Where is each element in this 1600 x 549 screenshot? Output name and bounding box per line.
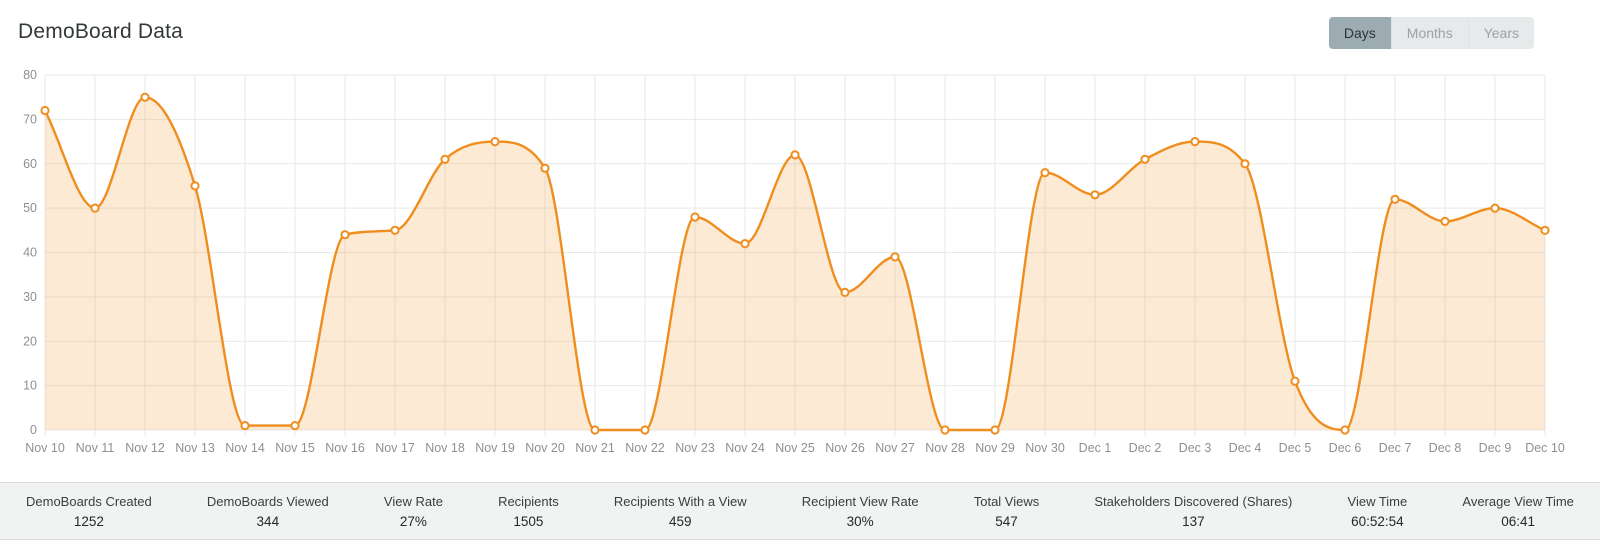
data-point-marker <box>1290 376 1300 386</box>
x-axis-tick-label: Nov 11 <box>76 441 115 455</box>
y-axis-tick-label: 0 <box>30 423 37 437</box>
x-axis-tick-label: Nov 22 <box>625 441 665 455</box>
data-point-marker <box>890 252 900 262</box>
data-point-marker <box>540 163 550 173</box>
x-axis-tick-label: Nov 18 <box>425 441 465 455</box>
x-axis-tick-label: Nov 15 <box>275 441 315 455</box>
x-axis-tick-label: Nov 20 <box>525 441 565 455</box>
series-area-fill <box>45 97 1545 430</box>
data-point-marker <box>440 154 450 164</box>
stat-demoboards-created: DemoBoards Created 1252 <box>26 493 152 529</box>
x-axis-tick-label: Dec 10 <box>1525 441 1565 455</box>
x-axis-tick-label: Dec 6 <box>1329 441 1362 455</box>
data-point-marker <box>1140 154 1150 164</box>
data-point-marker <box>140 92 150 102</box>
y-axis-tick-label: 20 <box>23 334 37 348</box>
series-line <box>43 96 1547 432</box>
data-point-marker <box>590 425 600 435</box>
stat-stakeholders-discovered: Stakeholders Discovered (Shares) 137 <box>1094 493 1293 529</box>
data-point-marker <box>1190 137 1200 147</box>
data-point-marker <box>940 425 950 435</box>
data-point-marker <box>1040 168 1050 178</box>
y-axis-tick-label: 80 <box>23 68 37 82</box>
stat-recipients-with-a-view: Recipients With a View 459 <box>613 493 747 529</box>
x-axis-tick-label: Dec 5 <box>1279 441 1312 455</box>
data-point-marker <box>1340 425 1350 435</box>
x-axis-tick-label: Nov 13 <box>175 441 215 455</box>
data-point-marker <box>690 212 700 222</box>
data-point-marker <box>90 203 100 213</box>
x-axis-tick-label: Nov 28 <box>925 441 965 455</box>
stats-bar: DemoBoards Created 1252 DemoBoards Viewe… <box>0 482 1600 540</box>
stat-demoboards-viewed: DemoBoards Viewed 344 <box>206 493 329 529</box>
data-point-marker <box>340 230 350 240</box>
stat-average-view-time: Average View Time 06:41 <box>1462 493 1574 529</box>
stat-view-rate: View Rate 27% <box>383 493 443 529</box>
x-axis-tick-label: Nov 26 <box>825 441 865 455</box>
chart-canvas[interactable]: 0 10 20 30 40 50 60 70 80 Nov 10 Nov 11 Nov 12 Nov 1… <box>0 60 1600 462</box>
x-axis-tick-label: Nov 19 <box>475 441 515 455</box>
y-axis-tick-label: 40 <box>23 246 37 260</box>
data-point-marker <box>240 421 250 431</box>
y-axis-tick-label: 30 <box>23 290 37 304</box>
data-point-marker <box>790 150 800 160</box>
data-point-marker <box>290 421 300 431</box>
data-point-marker <box>190 181 200 191</box>
data-point-marker <box>840 287 850 297</box>
x-axis-tick-label: Dec 4 <box>1229 441 1262 455</box>
data-point-marker <box>390 225 400 235</box>
x-axis-tick-label: Nov 14 <box>225 441 265 455</box>
x-axis-tick-label: Nov 29 <box>975 441 1015 455</box>
x-axis-tick-label: Nov 10 <box>25 441 65 455</box>
x-axis-tick-label: Nov 17 <box>375 441 415 455</box>
x-axis-tick-label: Nov 27 <box>875 441 915 455</box>
data-point-marker <box>740 239 750 249</box>
y-axis-tick-label: 50 <box>23 201 37 215</box>
x-axis-tick-label: Dec 7 <box>1379 441 1412 455</box>
stat-view-time: View Time 60:52:54 <box>1347 493 1408 529</box>
period-days-button[interactable]: Days <box>1328 17 1391 49</box>
x-axis-tick-label: Nov 24 <box>725 441 765 455</box>
data-point-marker <box>640 425 650 435</box>
data-point-marker <box>1240 159 1250 169</box>
data-point-marker <box>1540 225 1550 235</box>
data-point-marker <box>1440 216 1450 226</box>
data-point-marker <box>990 425 1000 435</box>
data-point-marker <box>1490 203 1500 213</box>
stat-recipients: Recipients 1505 <box>498 493 559 529</box>
x-axis-tick-label: Dec 9 <box>1479 441 1512 455</box>
x-axis-tick-label: Dec 1 <box>1079 441 1112 455</box>
x-axis-tick-label: Nov 16 <box>325 441 365 455</box>
x-axis-tick-label: Nov 21 <box>575 441 615 455</box>
y-axis-tick-label: 70 <box>23 112 37 126</box>
data-point-marker <box>1090 190 1100 200</box>
period-months-button[interactable]: Months <box>1390 17 1468 49</box>
period-toggle: Days Months Years <box>1328 17 1534 49</box>
x-axis-tick-label: Dec 3 <box>1179 441 1212 455</box>
x-axis-tick-label: Nov 23 <box>675 441 715 455</box>
data-point-marker <box>1390 194 1400 204</box>
x-axis-tick-label: Nov 12 <box>125 441 165 455</box>
period-years-button[interactable]: Years <box>1467 17 1534 49</box>
data-point-marker <box>40 105 50 116</box>
area-chart[interactable]: 0 10 20 30 40 50 60 70 80 Nov 10 Nov 11 Nov 12 Nov 1… <box>0 60 1600 462</box>
page-title: DemoBoard Data <box>18 20 184 43</box>
data-point-marker <box>490 137 500 147</box>
stat-recipient-view-rate: Recipient View Rate 30% <box>801 493 919 529</box>
y-axis-tick-label: 60 <box>23 157 37 171</box>
x-axis-tick-label: Nov 30 <box>1025 441 1065 455</box>
x-axis-tick-label: Nov 25 <box>775 441 815 455</box>
x-axis-tick-label: Dec 8 <box>1429 441 1462 455</box>
x-axis-tick-label: Dec 2 <box>1129 441 1162 455</box>
header: DemoBoard Data Days Months Years <box>0 0 1600 60</box>
stat-total-views: Total Views 547 <box>973 493 1040 529</box>
y-axis-tick-label: 10 <box>23 379 37 393</box>
